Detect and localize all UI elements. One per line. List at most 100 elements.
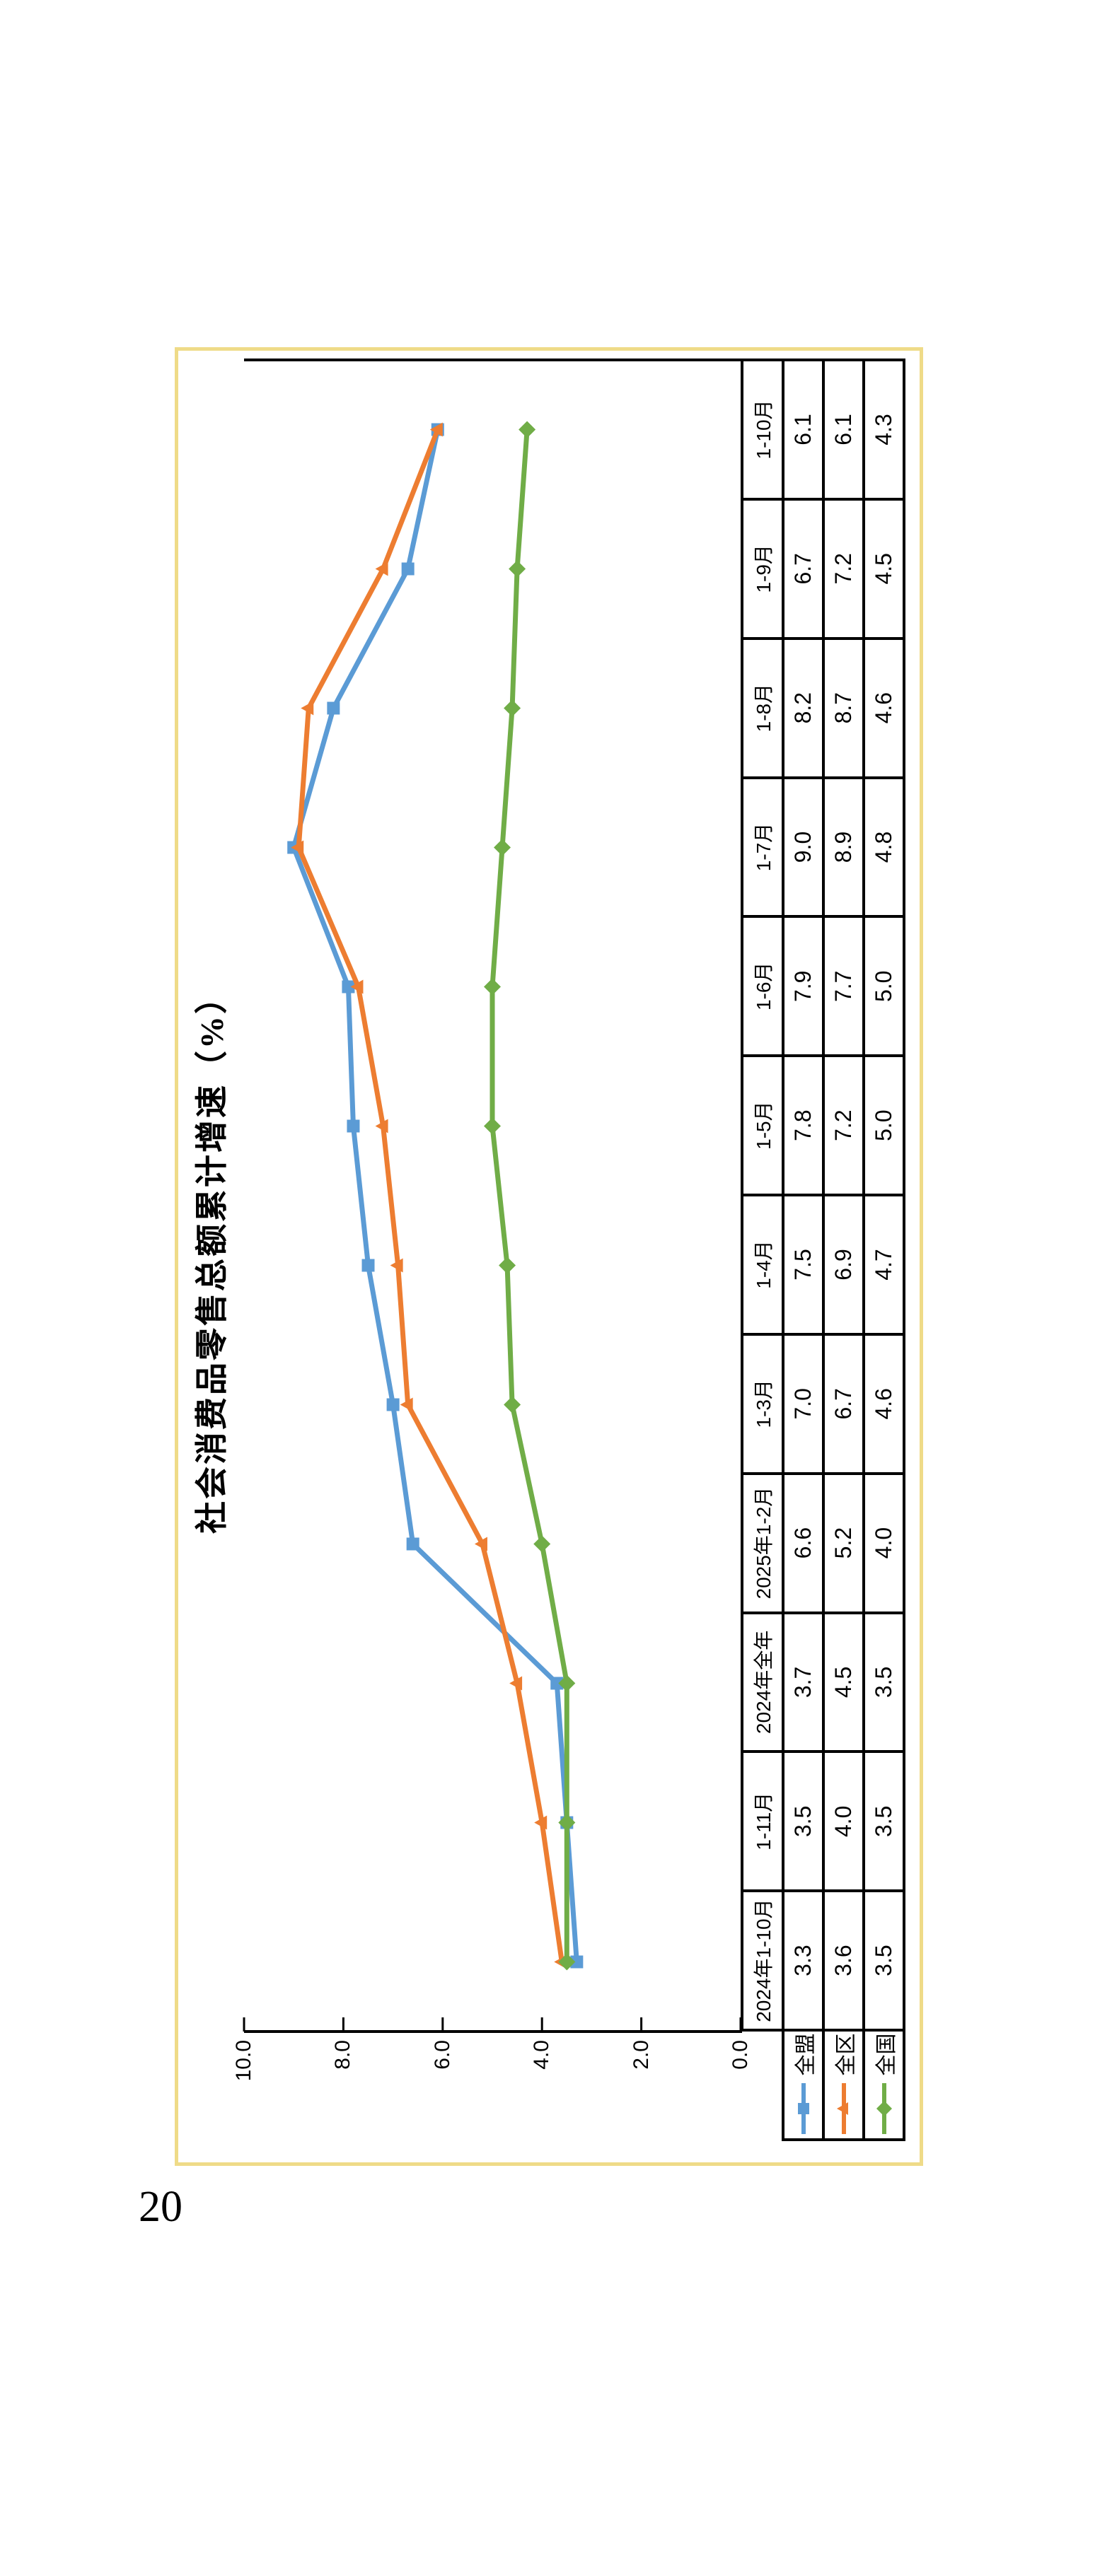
category-header-cell: 1-3月 — [742, 1334, 783, 1474]
value-cell: 4.8 — [864, 777, 904, 917]
series-line-全区 — [296, 427, 564, 1964]
data-point-marker — [876, 2101, 892, 2117]
data-table-series-row: 全国 3.5 3.5 3.5 4.0 4.6 4.7 5.0 5.0 4.8 4.6 4.5 4.3 — [864, 360, 904, 2140]
series-line-全国 — [490, 427, 569, 1964]
value-cell: 7.5 — [783, 1195, 823, 1334]
value-cell: 7.0 — [783, 1334, 823, 1474]
category-header-cell: 1-7月 — [742, 777, 783, 917]
data-point-marker — [390, 1258, 403, 1273]
legend-cell-全国: 全国 — [864, 2030, 904, 2140]
value-cell: 4.0 — [864, 1473, 904, 1613]
data-point-marker — [519, 421, 536, 438]
data-point-marker — [797, 2103, 809, 2115]
value-cell: 8.7 — [823, 638, 864, 778]
category-header-cell: 2024年全年 — [742, 1612, 783, 1752]
legend-series-name: 全盟 — [794, 2033, 818, 2076]
value-cell: 5.0 — [864, 1056, 904, 1196]
y-axis-tick-label: 2.0 — [629, 2040, 653, 2070]
value-cell: 4.6 — [864, 1334, 904, 1474]
value-cell: 9.0 — [783, 777, 823, 917]
value-cell: 3.5 — [864, 1891, 904, 2030]
data-table-header-row: 2024年1-10月 1-11月 2024年全年 2025年1-2月 1-3月 1-4月 1… — [742, 360, 783, 2140]
value-cell: 4.3 — [864, 360, 904, 499]
y-axis-tick-label: 10.0 — [232, 2040, 255, 2082]
legend-cell-全区: 全区 — [823, 2030, 864, 2140]
value-cell: 4.6 — [864, 638, 904, 778]
value-cell: 4.0 — [823, 1752, 864, 1892]
legend-series-name: 全国 — [874, 2033, 898, 2076]
series-line-全盟 — [291, 427, 579, 1964]
data-point-marker — [474, 1537, 487, 1551]
data-point-marker — [301, 701, 314, 716]
value-cell: 6.9 — [823, 1195, 864, 1334]
line-plot-canvas — [243, 359, 742, 2033]
category-header-cell: 1-6月 — [742, 916, 783, 1056]
category-header-cell: 1-11月 — [742, 1752, 783, 1892]
value-cell: 5.2 — [823, 1473, 864, 1613]
legend-key-icon — [836, 2083, 848, 2135]
value-cell: 3.6 — [823, 1891, 864, 2030]
legend-series-name: 全区 — [834, 2033, 858, 2076]
data-table-series-row: 全盟 3.3 3.5 3.7 6.6 7.0 7.5 7.8 7.9 9.0 8.2 6.7 6.1 — [783, 360, 823, 2140]
value-cell: 3.5 — [783, 1752, 823, 1892]
data-point-marker — [347, 1119, 360, 1133]
value-cell: 4.7 — [864, 1195, 904, 1334]
value-cell: 4.5 — [864, 499, 904, 639]
data-point-marker — [504, 699, 521, 717]
value-cell: 5.0 — [864, 916, 904, 1056]
value-cell: 3.5 — [864, 1752, 904, 1892]
category-header-cell: 2025年1-2月 — [742, 1473, 783, 1613]
data-point-marker — [342, 980, 355, 993]
data-point-marker — [570, 1955, 584, 1969]
category-header-cell: 1-4月 — [742, 1195, 783, 1334]
value-cell: 7.8 — [783, 1056, 823, 1196]
category-header-cell: 2024年1-10月 — [742, 1891, 783, 2030]
data-point-marker — [836, 2102, 848, 2116]
legend-key-icon — [876, 2083, 892, 2135]
data-table-corner-cell — [742, 2030, 783, 2140]
value-cell: 3.3 — [783, 1891, 823, 2030]
data-point-marker — [499, 1257, 516, 1274]
value-cell: 7.2 — [823, 499, 864, 639]
data-point-marker — [429, 422, 443, 437]
y-axis-tick-label: 6.0 — [430, 2040, 454, 2070]
category-header-cell: 1-10月 — [742, 360, 783, 499]
value-cell: 6.1 — [783, 360, 823, 499]
data-point-marker — [375, 1119, 388, 1133]
category-header-cell: 1-9月 — [742, 499, 783, 639]
value-cell: 6.1 — [823, 360, 864, 499]
data-point-marker — [291, 840, 304, 855]
data-point-marker — [509, 1676, 523, 1691]
data-point-marker — [533, 1535, 551, 1553]
data-point-marker — [361, 1259, 375, 1272]
legend-cell-全盟: 全盟 — [783, 2030, 823, 2140]
value-cell: 6.6 — [783, 1473, 823, 1613]
y-axis-tick-label: 8.0 — [331, 2040, 355, 2070]
legend-key-icon — [797, 2083, 809, 2135]
data-point-marker — [327, 701, 340, 715]
value-cell: 4.5 — [823, 1612, 864, 1752]
data-point-marker — [558, 1674, 576, 1692]
value-cell: 6.7 — [783, 499, 823, 639]
data-point-marker — [558, 1953, 576, 1971]
data-point-marker — [550, 1677, 564, 1690]
data-point-marker — [350, 979, 364, 994]
data-point-marker — [504, 1396, 521, 1414]
data-point-marker — [534, 1815, 548, 1830]
category-header-cell: 1-8月 — [742, 638, 783, 778]
data-point-marker — [375, 561, 388, 576]
data-table-series-row: 全区 3.6 4.0 4.5 5.2 6.7 6.9 7.2 7.7 8.9 8.7 7.2 6.1 — [823, 360, 864, 2140]
value-cell: 7.7 — [823, 916, 864, 1056]
y-axis-tick-label: 4.0 — [530, 2040, 554, 2070]
value-cell: 6.7 — [823, 1334, 864, 1474]
value-cell: 3.5 — [864, 1612, 904, 1752]
data-point-marker — [386, 1398, 400, 1411]
data-point-marker — [406, 1537, 419, 1551]
data-point-marker — [509, 560, 526, 578]
data-point-marker — [558, 1814, 576, 1831]
page-number: 20 — [139, 2183, 183, 2231]
data-point-marker — [401, 562, 415, 576]
data-table: 2024年1-10月 1-11月 2024年全年 2025年1-2月 1-3月 1-4月 1… — [741, 359, 905, 2141]
value-cell: 7.2 — [823, 1056, 864, 1196]
